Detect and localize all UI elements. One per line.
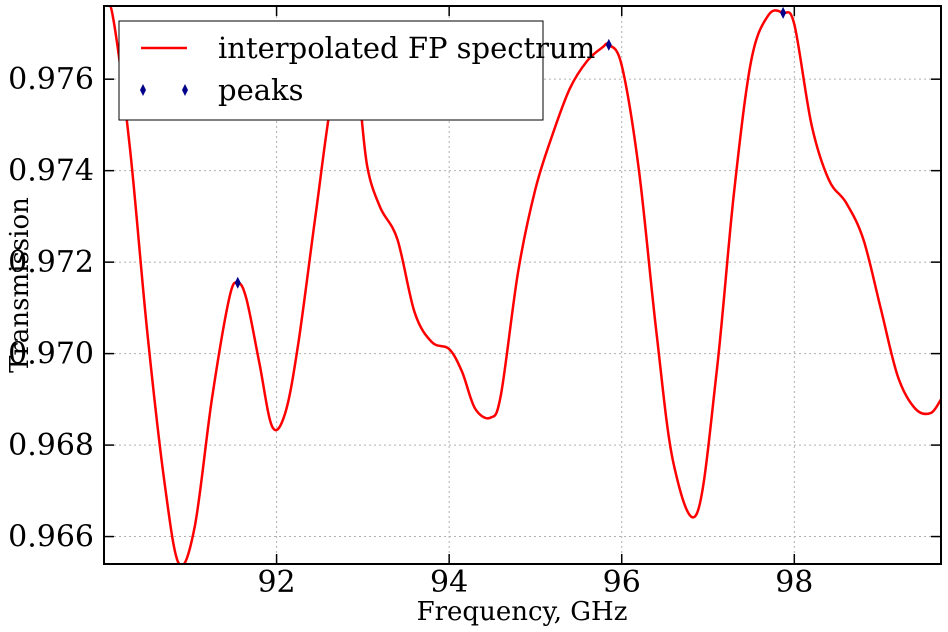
plot-frame [103,5,942,565]
legend-box [118,20,544,121]
x-tick-label: 92 [257,565,295,600]
legend: interpolated FP spectrum peaks [118,20,595,121]
tick-labels: 92 94 96 98 0.966 0.968 0.970 0.972 0.974 0.976 [8,62,813,600]
ticks [104,6,941,564]
peak-point [605,38,612,51]
series-layer [104,6,941,564]
y-tick-label: 0.968 [8,428,94,463]
y-tick-label: 0.966 [8,520,94,555]
x-tick-label: 98 [775,565,813,600]
y-tick-label: 0.972 [8,245,94,280]
y-tick-label: 0.976 [8,62,94,97]
legend-peak-marker-2 [182,84,188,96]
x-tick-label: 96 [603,565,641,600]
peak-point [780,6,787,19]
x-tick-label: 94 [430,565,468,600]
y-tick-label: 0.970 [8,337,94,372]
y-axis-label: Transmission [5,197,35,373]
peak-point [234,276,241,289]
legend-peak-marker-1 [140,84,146,96]
y-tick-label: 0.974 [8,154,94,189]
legend-label-spectrum: interpolated FP spectrum [218,31,595,65]
x-axis-label: Frequency, GHz [417,597,628,627]
legend-label-peaks: peaks [218,73,303,107]
grid [104,6,941,564]
